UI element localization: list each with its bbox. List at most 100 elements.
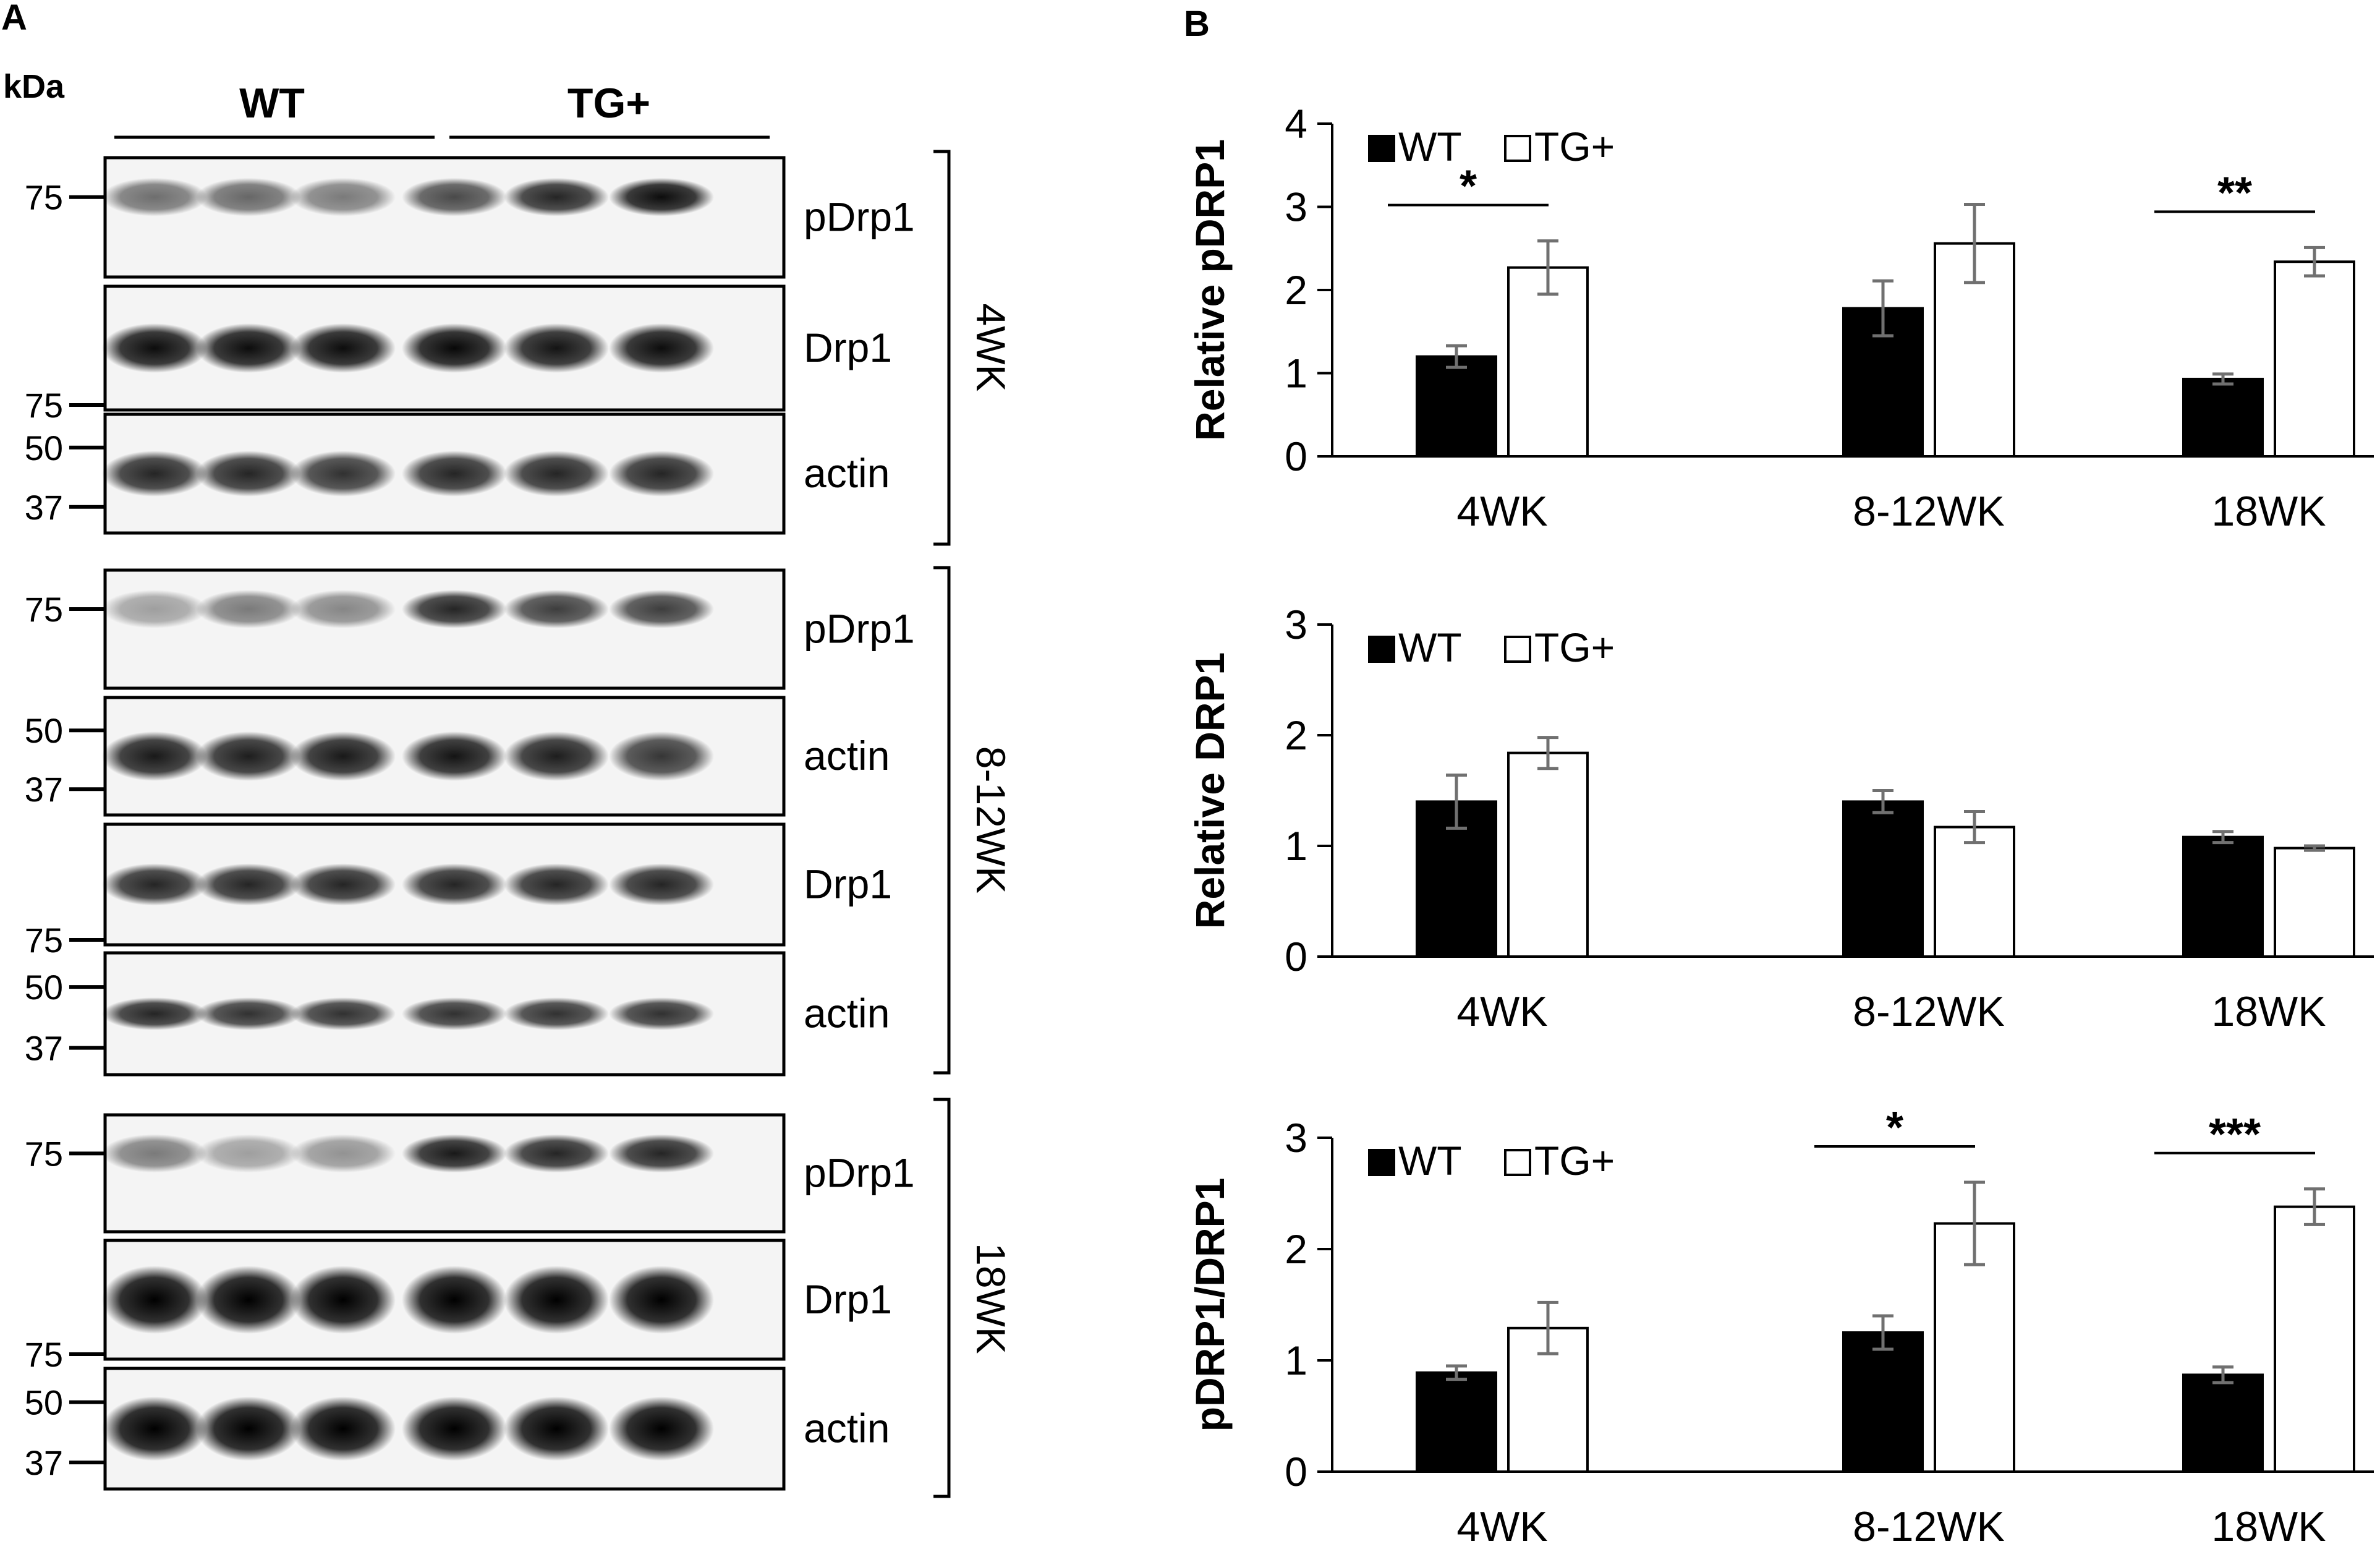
x-tick-label: 8-12WK: [1853, 988, 2005, 1035]
y-tick-label: 2: [1285, 712, 1307, 758]
band: [504, 1266, 609, 1334]
band: [102, 1396, 207, 1461]
bar-tg+: [1507, 266, 1589, 458]
blot-label: Drp1: [804, 861, 892, 907]
band: [196, 732, 301, 781]
band: [609, 732, 714, 781]
band: [402, 997, 507, 1030]
blot-drp1-3: 75 Drp1: [25, 1239, 892, 1374]
band: [291, 1266, 396, 1334]
band: [291, 590, 396, 629]
band: [504, 997, 609, 1030]
bar-wt: [1416, 1371, 1497, 1474]
blot-label: pDrp1: [804, 1150, 915, 1196]
blot-label: actin: [804, 450, 890, 496]
band: [402, 323, 507, 373]
blot-label: actin: [804, 1406, 890, 1451]
band: [196, 863, 301, 906]
bar-wt: [2182, 377, 2264, 458]
band: [291, 451, 396, 497]
blot-drp1-2: 75 Drp1: [25, 822, 892, 960]
y-tick-label: 0: [1285, 433, 1307, 479]
marker-label: 75: [25, 1134, 63, 1173]
blot-label: actin: [804, 991, 890, 1036]
band: [196, 590, 301, 629]
marker-label: 50: [25, 968, 63, 1007]
band: [609, 177, 714, 216]
band: [504, 732, 609, 781]
y-tick-label: 3: [1285, 184, 1307, 230]
bar-wt: [1416, 355, 1497, 458]
y-tick-label: 3: [1285, 1115, 1307, 1161]
panel-a-western-blots: A kDa WT TG+ 75 pDrp1 75 Drp1 50 37 actin 4WK 75…: [1, 0, 1014, 1498]
legend-label-tg: TG+: [1534, 1138, 1615, 1184]
legend-swatch-tg: [1504, 135, 1531, 162]
age-label: 4WK: [968, 303, 1014, 391]
band: [609, 1266, 714, 1334]
marker-label: 37: [25, 1029, 63, 1068]
blot-label: pDrp1: [804, 194, 915, 240]
band: [609, 323, 714, 373]
band: [291, 732, 396, 781]
x-tick-label: 8-12WK: [1853, 1503, 2005, 1550]
bar-tg+: [1507, 751, 1589, 958]
band: [102, 863, 207, 906]
band: [196, 1396, 301, 1461]
bar-wt: [2182, 835, 2264, 958]
legend-swatch-wt: [1368, 1149, 1395, 1176]
y-tick-label: 1: [1285, 351, 1307, 396]
legend-label-tg: TG+: [1534, 124, 1615, 169]
blot-pdrp1-2: 75 pDrp1: [25, 568, 915, 690]
marker-label: 75: [25, 921, 63, 960]
x-tick-label: 4WK: [1456, 988, 1547, 1035]
y-tick-label: 3: [1285, 602, 1307, 647]
y-tick-label: 0: [1285, 1449, 1307, 1495]
panel-a-letter: A: [1, 0, 27, 38]
marker-label: 50: [25, 711, 63, 750]
band: [402, 177, 507, 216]
band: [196, 323, 301, 373]
significance-mark: *: [1886, 1103, 1903, 1153]
blot-frame: [103, 1113, 786, 1234]
bar-tg+: [1934, 825, 2015, 958]
legend-label-wt: WT: [1398, 625, 1462, 670]
marker-label: 75: [25, 178, 63, 217]
marker-label: 37: [25, 488, 63, 527]
band: [504, 863, 609, 906]
age-label: 18WK: [968, 1243, 1014, 1354]
band: [609, 997, 714, 1030]
band: [609, 863, 714, 906]
age-bracket: [933, 566, 951, 1075]
blot-label: pDrp1: [804, 606, 915, 652]
age-bracket: [933, 1098, 951, 1498]
band: [609, 1396, 714, 1461]
y-tick-label: 4: [1285, 101, 1307, 147]
blot-drp1-1: 75 Drp1: [25, 284, 892, 425]
marker-label: 75: [25, 386, 63, 425]
legend-label-wt: WT: [1398, 1138, 1462, 1184]
band: [609, 590, 714, 629]
y-tick-label: 1: [1285, 823, 1307, 869]
legend-swatch-tg: [1504, 636, 1531, 663]
band: [102, 1266, 207, 1334]
band: [504, 451, 609, 497]
legend-label-tg: TG+: [1534, 625, 1615, 670]
band: [402, 1396, 507, 1461]
band: [504, 323, 609, 373]
x-tick-label: 4WK: [1456, 488, 1547, 535]
blot-frame: [103, 156, 786, 279]
band: [609, 1134, 714, 1173]
legend-swatch-wt: [1368, 636, 1395, 663]
chart-2: 0 1 2 3 Relative DRP1 4WK 8-12WK 18WK WT TG+: [1187, 602, 2374, 1035]
blot-frame: [103, 568, 786, 690]
marker-label: 37: [25, 1443, 63, 1482]
bar-wt: [2182, 1373, 2264, 1473]
band: [102, 1134, 207, 1173]
blot-label: Drp1: [804, 325, 892, 370]
y-axis-title: Relative DRP1: [1187, 652, 1233, 929]
band: [196, 1266, 301, 1334]
band: [402, 1266, 507, 1334]
